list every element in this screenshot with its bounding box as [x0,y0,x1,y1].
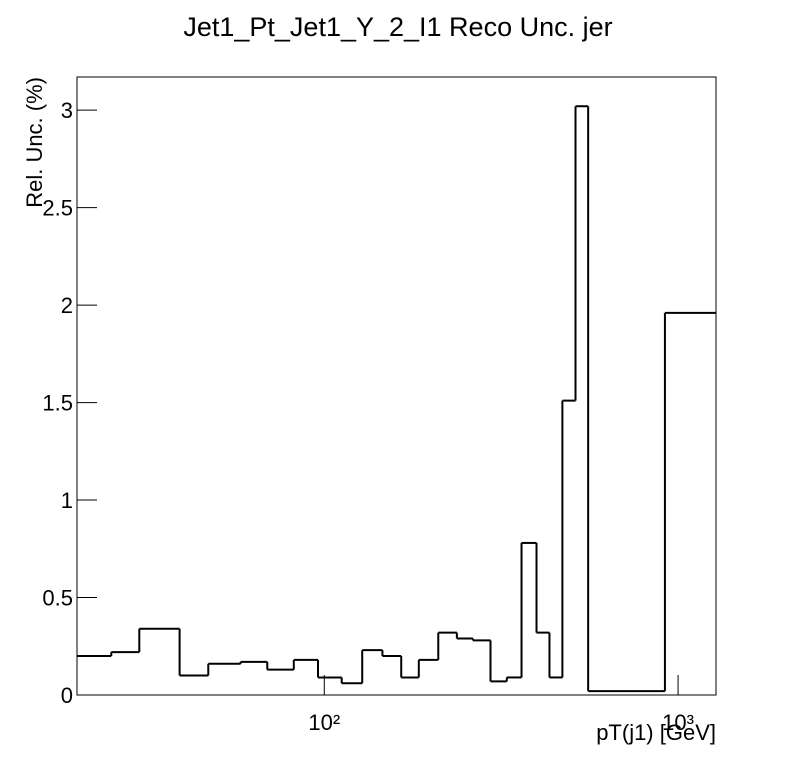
y-tick-label: 3 [61,98,73,123]
y-axis-label: Rel. Unc. (%) [22,77,47,208]
chart-title: Jet1_Pt_Jet1_Y_2_I1 Reco Unc. jer [183,12,612,42]
y-tick-label: 0.5 [42,586,73,611]
y-tick-label: 2.5 [42,196,73,221]
plot-frame [76,76,717,696]
y-tick-label: 1 [61,488,73,513]
x-tick-label: 10³ [662,710,694,735]
y-tick-label: 2 [61,293,73,318]
x-tick-label: 10² [308,710,340,735]
y-tick-label: 1.5 [42,391,73,416]
x-axis-label: pT(j1) [GeV] [596,720,716,745]
y-tick-label: 0 [61,683,73,708]
